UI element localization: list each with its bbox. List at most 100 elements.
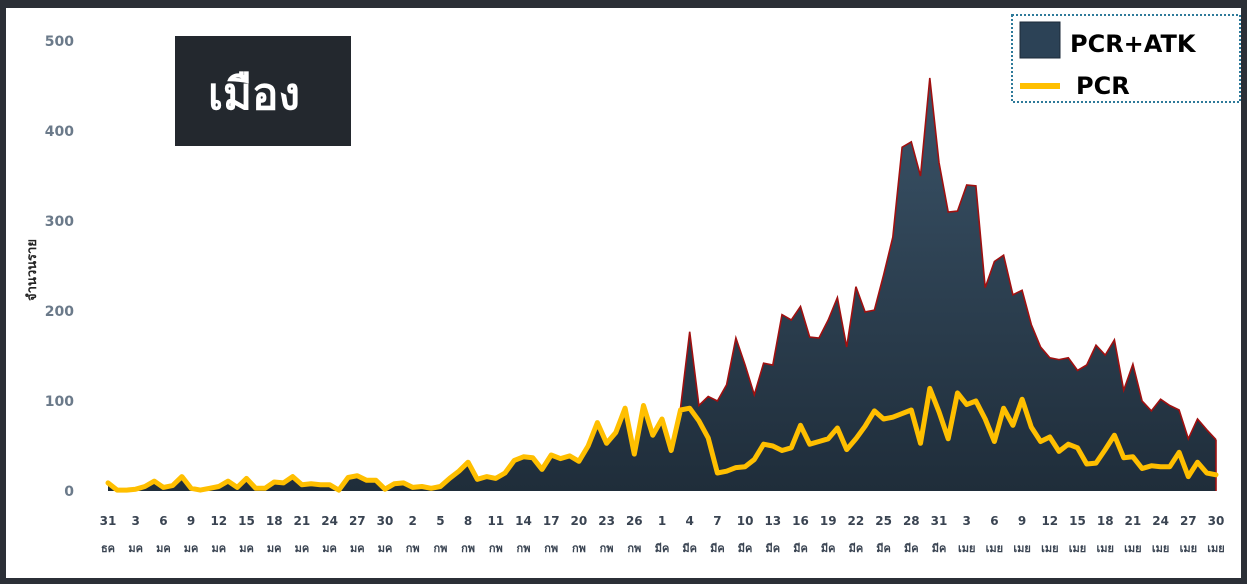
x-tick-day: 31 bbox=[931, 514, 948, 528]
x-tick-day: 3 bbox=[963, 514, 971, 528]
x-tick-day: 30 bbox=[1208, 514, 1225, 528]
x-tick-day: 2 bbox=[409, 514, 417, 528]
x-tick-day: 12 bbox=[1041, 514, 1058, 528]
x-tick-day: 21 bbox=[1125, 514, 1142, 528]
x-tick-month: มค bbox=[322, 542, 337, 555]
x-tick-month: เมย bbox=[1013, 542, 1030, 555]
x-tick-day: 27 bbox=[349, 514, 366, 528]
x-tick-day: 31 bbox=[100, 514, 117, 528]
legend-label-pcr: PCR bbox=[1076, 72, 1130, 100]
x-tick-day: 11 bbox=[487, 514, 504, 528]
x-tick-day: 30 bbox=[377, 514, 394, 528]
x-tick-month: มค bbox=[267, 542, 282, 555]
x-tick-day: 24 bbox=[1152, 514, 1169, 528]
x-tick-month: มีค bbox=[932, 542, 947, 555]
x-tick-day: 16 bbox=[792, 514, 809, 528]
x-tick-month: เมย bbox=[1069, 542, 1086, 555]
x-tick-day: 18 bbox=[1097, 514, 1114, 528]
y-tick-label: 0 bbox=[64, 484, 74, 500]
x-tick-month: มค bbox=[239, 542, 254, 555]
x-tick-day: 25 bbox=[875, 514, 892, 528]
x-tick-day: 18 bbox=[266, 514, 283, 528]
x-tick-month: มค bbox=[378, 542, 393, 555]
x-tick-month: เมย bbox=[1207, 542, 1224, 555]
x-tick-month: เมย bbox=[1041, 542, 1058, 555]
y-tick-label: 200 bbox=[45, 304, 74, 320]
x-tick-day: 20 bbox=[571, 514, 588, 528]
x-tick-month: มีค bbox=[876, 542, 891, 555]
x-tick-day: 9 bbox=[187, 514, 195, 528]
series-line-pcr bbox=[105, 385, 1219, 493]
x-tick-month: เมย bbox=[1152, 542, 1169, 555]
x-tick-month: กพ bbox=[461, 542, 475, 555]
chart-title: เมือง bbox=[208, 69, 300, 120]
x-tick-month: กพ bbox=[433, 542, 447, 555]
x-tick-day: 10 bbox=[737, 514, 754, 528]
x-tick-day: 19 bbox=[820, 514, 837, 528]
x-tick-month: มีค bbox=[793, 542, 808, 555]
x-tick-day: 8 bbox=[464, 514, 472, 528]
x-tick-day: 7 bbox=[713, 514, 721, 528]
x-tick-month: เมย bbox=[1180, 542, 1197, 555]
legend-swatch-pcr-atk bbox=[1019, 21, 1061, 59]
title-box: เมือง bbox=[175, 36, 351, 146]
x-tick-day: 9 bbox=[1018, 514, 1026, 528]
x-tick-day: 14 bbox=[515, 514, 532, 528]
x-tick-day: 28 bbox=[903, 514, 920, 528]
x-tick-month: มีค bbox=[904, 542, 919, 555]
x-tick-month: เมย bbox=[958, 542, 975, 555]
x-tick-day: 23 bbox=[598, 514, 615, 528]
x-tick-month: มีค bbox=[765, 542, 780, 555]
y-axis: 0 100 200 300 400 500 bbox=[45, 34, 74, 500]
y-axis-label: จำนวนราย bbox=[24, 239, 40, 301]
x-tick-day: 26 bbox=[626, 514, 643, 528]
x-tick-month: เมย bbox=[1096, 542, 1113, 555]
x-tick-month: กพ bbox=[572, 542, 586, 555]
x-tick-day: 15 bbox=[1069, 514, 1086, 528]
x-tick-day: 4 bbox=[686, 514, 694, 528]
x-tick-month: มีค bbox=[849, 542, 864, 555]
x-tick-month: กพ bbox=[544, 542, 558, 555]
x-tick-day: 22 bbox=[848, 514, 865, 528]
legend-label-pcr-atk: PCR+ATK bbox=[1070, 30, 1197, 58]
title-background bbox=[175, 36, 351, 146]
x-tick-month: กพ bbox=[600, 542, 614, 555]
x-tick-month: มค bbox=[350, 542, 365, 555]
x-tick-day: 24 bbox=[321, 514, 338, 528]
plot-area bbox=[105, 77, 1219, 493]
x-tick-day: 3 bbox=[132, 514, 140, 528]
x-tick-day: 6 bbox=[159, 514, 167, 528]
x-tick-day: 12 bbox=[210, 514, 227, 528]
x-tick-month: ธค bbox=[101, 542, 115, 555]
x-tick-day: 1 bbox=[658, 514, 666, 528]
x-tick-month: มค bbox=[295, 542, 310, 555]
series-area-pcr-atk bbox=[108, 77, 1216, 492]
x-tick-month: มค bbox=[156, 542, 171, 555]
x-tick-day: 15 bbox=[238, 514, 255, 528]
y-tick-label: 400 bbox=[45, 124, 74, 140]
x-tick-month: มค bbox=[184, 542, 199, 555]
x-tick-day: 21 bbox=[294, 514, 311, 528]
x-tick-month: มค bbox=[128, 542, 143, 555]
x-tick-month: มีค bbox=[738, 542, 753, 555]
x-tick-month: กพ bbox=[489, 542, 503, 555]
x-tick-month: มีค bbox=[821, 542, 836, 555]
x-tick-month: กพ bbox=[517, 542, 531, 555]
x-tick-month: เมย bbox=[986, 542, 1003, 555]
x-tick-day: 13 bbox=[764, 514, 781, 528]
x-tick-day: 6 bbox=[990, 514, 998, 528]
x-tick-day: 5 bbox=[436, 514, 444, 528]
x-tick-month: มีค bbox=[710, 542, 725, 555]
x-axis: 31ธค3มค6มค9มค12มค15มค18มค21มค24มค27มค30ม… bbox=[100, 514, 1225, 555]
y-tick-label: 300 bbox=[45, 214, 74, 230]
x-tick-month: มค bbox=[211, 542, 226, 555]
x-tick-day: 27 bbox=[1180, 514, 1197, 528]
y-tick-label: 100 bbox=[45, 394, 74, 410]
x-tick-month: กพ bbox=[406, 542, 420, 555]
x-tick-month: มีค bbox=[655, 542, 670, 555]
x-tick-month: มีค bbox=[682, 542, 697, 555]
x-tick-month: เมย bbox=[1124, 542, 1141, 555]
x-tick-month: กพ bbox=[627, 542, 641, 555]
